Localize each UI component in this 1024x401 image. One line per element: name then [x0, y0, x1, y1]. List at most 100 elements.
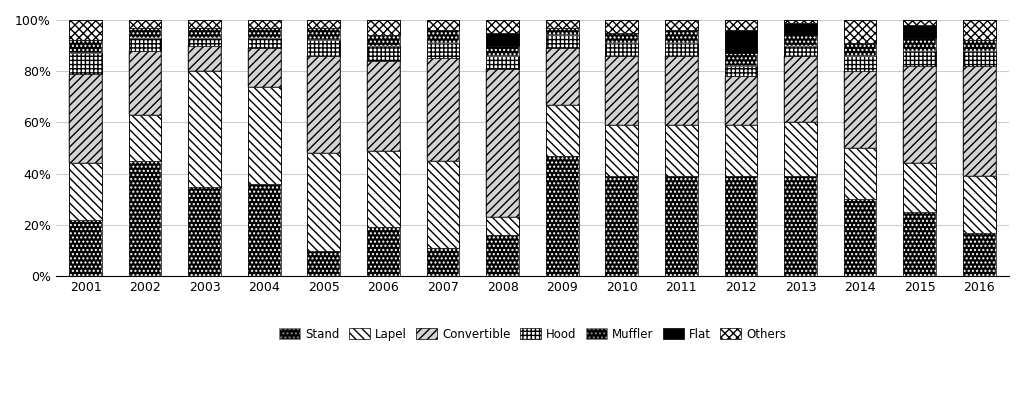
Bar [70, 20, 102, 41]
Bar [605, 176, 638, 276]
Bar [367, 46, 399, 61]
Bar [307, 20, 340, 28]
Bar [784, 35, 817, 46]
Bar [129, 38, 162, 51]
Bar [665, 20, 697, 276]
Bar [188, 186, 221, 276]
Bar [725, 53, 758, 66]
Bar [307, 28, 340, 41]
Bar [963, 176, 995, 233]
Bar [486, 20, 519, 33]
Bar [665, 30, 697, 43]
Bar [70, 20, 102, 276]
Bar [546, 48, 579, 105]
Bar [963, 233, 995, 276]
Bar [248, 48, 281, 87]
Bar [963, 41, 995, 51]
Bar [248, 38, 281, 48]
Bar [188, 20, 221, 276]
Bar [188, 28, 221, 38]
Bar [605, 43, 638, 56]
Bar [725, 30, 758, 53]
Bar [546, 156, 579, 276]
Bar [367, 35, 399, 46]
Bar [844, 20, 877, 276]
Bar [248, 28, 281, 38]
Bar [188, 71, 221, 186]
Bar [427, 30, 460, 43]
Bar [784, 20, 817, 22]
Bar [486, 33, 519, 46]
Bar [70, 220, 102, 276]
Bar [844, 56, 877, 71]
Bar [248, 184, 281, 276]
Bar [605, 125, 638, 176]
Bar [903, 38, 936, 51]
Bar [486, 46, 519, 56]
Bar [70, 53, 102, 74]
Bar [665, 43, 697, 56]
Bar [725, 20, 758, 30]
Bar [903, 51, 936, 66]
Bar [546, 35, 579, 48]
Bar [367, 227, 399, 276]
Bar [70, 74, 102, 164]
Bar [665, 125, 697, 176]
Bar [844, 20, 877, 43]
Bar [129, 20, 162, 28]
Bar [307, 56, 340, 153]
Bar [367, 20, 399, 276]
Bar [546, 28, 579, 35]
Bar [129, 51, 162, 115]
Bar [307, 41, 340, 56]
Bar [903, 164, 936, 212]
Bar [605, 56, 638, 125]
Bar [248, 87, 281, 184]
Bar [963, 20, 995, 276]
Bar [129, 20, 162, 276]
Bar [665, 176, 697, 276]
Bar [188, 46, 221, 71]
Bar [903, 20, 936, 25]
Bar [903, 25, 936, 38]
Bar [844, 199, 877, 276]
Bar [248, 20, 281, 276]
Bar [486, 217, 519, 235]
Bar [903, 212, 936, 276]
Bar [784, 22, 817, 35]
Bar [486, 235, 519, 276]
Bar [784, 176, 817, 276]
Legend: Stand, Lapel, Convertible, Hood, Muffler, Flat, Others: Stand, Lapel, Convertible, Hood, Muffler… [274, 323, 791, 346]
Bar [307, 20, 340, 276]
Bar [486, 69, 519, 217]
Bar [725, 76, 758, 125]
Bar [784, 56, 817, 122]
Bar [70, 41, 102, 53]
Bar [784, 20, 817, 276]
Bar [188, 20, 221, 28]
Bar [903, 66, 936, 164]
Bar [844, 71, 877, 148]
Bar [546, 20, 579, 276]
Bar [725, 66, 758, 76]
Bar [665, 56, 697, 125]
Bar [307, 153, 340, 251]
Bar [605, 20, 638, 33]
Bar [605, 20, 638, 276]
Bar [70, 164, 102, 220]
Bar [784, 46, 817, 56]
Bar [188, 38, 221, 46]
Bar [367, 151, 399, 227]
Bar [963, 51, 995, 66]
Bar [248, 20, 281, 28]
Bar [725, 176, 758, 276]
Bar [725, 20, 758, 276]
Bar [546, 20, 579, 28]
Bar [546, 105, 579, 156]
Bar [486, 20, 519, 276]
Bar [725, 125, 758, 176]
Bar [367, 61, 399, 151]
Bar [427, 59, 460, 161]
Bar [963, 20, 995, 41]
Bar [605, 33, 638, 43]
